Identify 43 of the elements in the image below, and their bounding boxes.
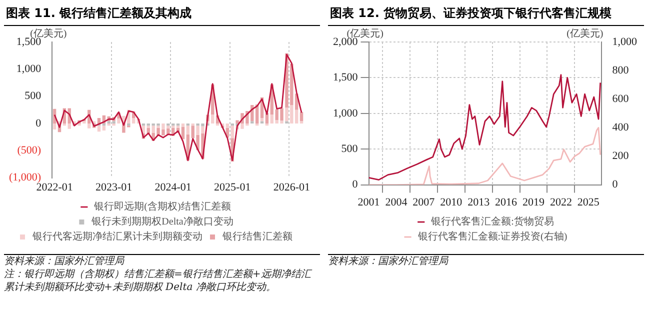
y-tick-label: 500: [341, 142, 358, 155]
y2-tick-label: 800: [612, 64, 630, 76]
y-tick-label: 0: [352, 178, 358, 191]
y-axis-title: (亿美元): [30, 28, 67, 40]
x-tick-label: 2013: [468, 196, 490, 208]
chart-title: 图表 11. 银行结售汇差额及其构成: [4, 2, 320, 26]
x-tick-label: 2001: [358, 196, 380, 208]
x-tick-label: 2007: [412, 196, 436, 208]
x-tick-label: 2010: [440, 196, 463, 208]
y-tick-label: 1,000: [16, 63, 42, 76]
legend-label: 银行即远期(含期权)结售汇差额: [93, 200, 231, 213]
y-tick-label: 0: [36, 117, 42, 130]
y-tick-label: 500: [24, 90, 42, 102]
legend-label: 银行代客售汇金额:货物贸易: [430, 216, 554, 228]
y-tick-label: (500): [17, 144, 42, 157]
x-tick-label: 2016: [495, 196, 518, 208]
y2-axis-title: (亿美元): [566, 28, 604, 40]
y-tick-label: 1,500: [333, 72, 358, 84]
legend-label: 银行未到期期权Delta净敞口变动: [90, 216, 234, 228]
x-tick-label: 2022-01: [36, 181, 73, 194]
x-tick-label: 2026-01: [273, 181, 310, 194]
x-tick-label: 2024-01: [154, 181, 192, 194]
x-tick-label: 2004: [385, 196, 408, 208]
text: 注：银行即远期（含期权）结售汇差额=银行结售汇差额+远期净结汇累计未到期额环比变动+未到期期权 Delta 净敞口环比变动。: [4, 268, 314, 294]
text: 资料来源：国家外汇管理局: [4, 255, 126, 268]
x-tick-label: 2023-01: [95, 181, 132, 194]
y2-tick-label: 0: [612, 178, 618, 191]
x-tick-label: 2022: [550, 196, 572, 208]
x-tick-label: 2019: [522, 196, 546, 208]
y2-tick-label: 400: [612, 122, 630, 134]
y-tick-label: (1,000): [9, 172, 42, 184]
y-tick-label: 1,000: [333, 107, 358, 120]
y2-tick-label: 1,000: [612, 36, 638, 48]
text: 资料来源：国家外汇管理局: [328, 255, 644, 268]
y-axis-title: (亿美元): [346, 28, 384, 40]
x-tick-label: 2025-01: [214, 181, 251, 194]
y2-tick-label: 200: [612, 150, 630, 162]
legend-label: 银行代客售汇金额:证券投资(右轴): [416, 230, 568, 243]
chart-title: 图表 12. 货物贸易、证券投资项下银行代客售汇规模: [328, 2, 644, 26]
legend-label: 银行结售汇差额: [222, 230, 292, 243]
x-tick-label: 2025: [577, 196, 600, 208]
legend-label: 银行代客远期净结汇累计未到期额变动: [32, 230, 202, 243]
y2-tick-label: 600: [612, 93, 630, 106]
